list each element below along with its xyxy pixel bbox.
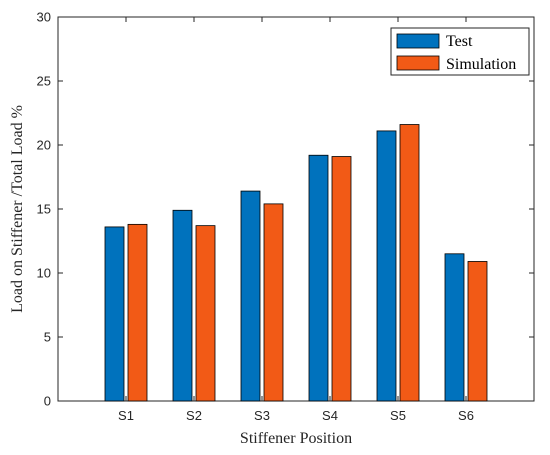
legend: Test Simulation <box>390 27 530 76</box>
bar-test-s1 <box>104 226 125 402</box>
bar-simulation-s1 <box>127 223 148 402</box>
x-tick-label-s5: S5 <box>390 408 406 423</box>
y-tick-label: 25 <box>37 74 51 89</box>
x-tick-label-s4: S4 <box>322 408 338 423</box>
x-axis-label: Stiffener Position <box>240 430 352 447</box>
legend-swatch-simulation <box>396 55 440 71</box>
y-tick-label: 15 <box>37 202 51 217</box>
bar-test-s5 <box>376 130 397 402</box>
y-tick-label: 10 <box>37 266 51 281</box>
x-tick-label-s3: S3 <box>254 408 270 423</box>
legend-swatch-test <box>396 33 440 49</box>
bar-test-s6 <box>444 253 465 402</box>
bar-simulation-s3 <box>263 203 284 402</box>
x-axis-ticks: S1 S2 S3 S4 S5 S6 <box>118 17 474 423</box>
bars-group <box>104 124 488 402</box>
x-tick-label-s6: S6 <box>458 408 474 423</box>
legend-label-test: Test <box>446 33 473 50</box>
y-tick-label: 20 <box>37 138 51 153</box>
x-tick-label-s1: S1 <box>118 408 134 423</box>
legend-label-simulation: Simulation <box>446 56 516 73</box>
bar-simulation-s2 <box>195 225 216 402</box>
y-tick-label: 5 <box>44 330 51 345</box>
bar-test-s4 <box>308 154 329 402</box>
bar-simulation-s5 <box>399 124 420 402</box>
bar-test-s3 <box>240 190 261 402</box>
bar-simulation-s6 <box>467 261 488 402</box>
bar-test-s2 <box>172 209 193 402</box>
y-axis-ticks: 0 5 10 15 20 25 30 <box>37 10 534 409</box>
y-axis-label: Load on Stiffener /Total Load % <box>9 105 26 313</box>
bar-simulation-s4 <box>331 156 352 402</box>
y-tick-label: 0 <box>44 394 51 409</box>
y-tick-label: 30 <box>37 10 51 25</box>
x-tick-label-s2: S2 <box>186 408 202 423</box>
